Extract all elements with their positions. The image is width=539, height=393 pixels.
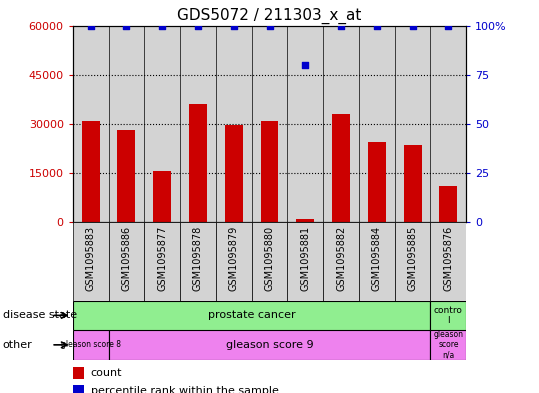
- Bar: [287, 26, 323, 222]
- Text: GSM1095881: GSM1095881: [300, 226, 310, 291]
- Text: gleason score 8: gleason score 8: [61, 340, 121, 349]
- Text: prostate cancer: prostate cancer: [208, 310, 295, 320]
- Bar: [296, 219, 314, 222]
- Text: GSM1095876: GSM1095876: [444, 226, 453, 291]
- Bar: [404, 145, 421, 222]
- Bar: [431, 222, 466, 301]
- Point: [86, 22, 95, 29]
- Bar: [73, 367, 84, 380]
- Text: GSM1095877: GSM1095877: [157, 226, 167, 291]
- Bar: [189, 104, 207, 222]
- Bar: [323, 222, 359, 301]
- Bar: [216, 26, 252, 222]
- Text: GSM1095884: GSM1095884: [372, 226, 382, 291]
- Point: [265, 22, 274, 29]
- Bar: [431, 330, 466, 360]
- Point: [158, 22, 167, 29]
- Bar: [216, 222, 252, 301]
- Bar: [225, 125, 243, 222]
- Text: GSM1095880: GSM1095880: [265, 226, 274, 291]
- Bar: [144, 222, 180, 301]
- Point: [337, 22, 345, 29]
- Bar: [118, 130, 135, 222]
- Text: GSM1095883: GSM1095883: [86, 226, 95, 291]
- Bar: [252, 222, 287, 301]
- Bar: [144, 26, 180, 222]
- Bar: [359, 222, 395, 301]
- Bar: [359, 26, 395, 222]
- Bar: [395, 26, 431, 222]
- Point: [444, 22, 453, 29]
- Bar: [108, 26, 144, 222]
- Bar: [153, 171, 171, 222]
- Bar: [73, 330, 108, 360]
- Bar: [73, 26, 108, 222]
- Bar: [180, 26, 216, 222]
- Bar: [82, 121, 100, 222]
- Bar: [287, 222, 323, 301]
- Bar: [431, 26, 466, 222]
- Point: [301, 62, 309, 68]
- Text: GSM1095879: GSM1095879: [229, 226, 239, 291]
- Bar: [108, 330, 431, 360]
- Bar: [180, 222, 216, 301]
- Text: other: other: [3, 340, 32, 350]
- Text: GSM1095886: GSM1095886: [121, 226, 132, 291]
- Point: [194, 22, 202, 29]
- Text: gleason score 9: gleason score 9: [226, 340, 313, 350]
- Point: [408, 22, 417, 29]
- Text: GSM1095882: GSM1095882: [336, 226, 346, 291]
- Point: [230, 22, 238, 29]
- Bar: [323, 26, 359, 222]
- Bar: [332, 114, 350, 222]
- Point: [372, 22, 381, 29]
- Bar: [431, 301, 466, 330]
- Bar: [73, 222, 108, 301]
- Text: gleason
score
n/a: gleason score n/a: [433, 330, 464, 360]
- Bar: [395, 222, 431, 301]
- Text: contro
l: contro l: [434, 306, 463, 325]
- Text: count: count: [91, 368, 122, 378]
- Bar: [108, 222, 144, 301]
- Bar: [252, 26, 287, 222]
- Text: percentile rank within the sample: percentile rank within the sample: [91, 386, 279, 393]
- Text: GSM1095878: GSM1095878: [193, 226, 203, 291]
- Bar: [260, 121, 279, 222]
- Text: GSM1095885: GSM1095885: [407, 226, 418, 291]
- Title: GDS5072 / 211303_x_at: GDS5072 / 211303_x_at: [177, 8, 362, 24]
- Text: disease state: disease state: [3, 310, 77, 320]
- Bar: [73, 385, 84, 393]
- Bar: [439, 186, 457, 222]
- Bar: [368, 142, 386, 222]
- Point: [122, 22, 131, 29]
